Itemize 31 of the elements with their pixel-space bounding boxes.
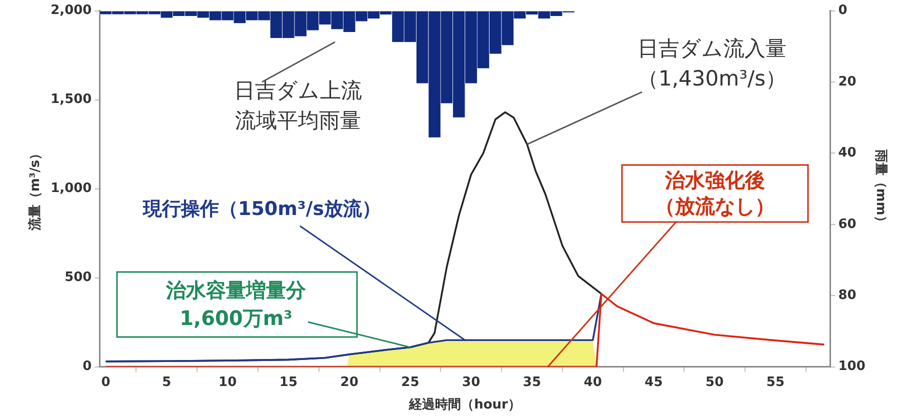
annotation: 日吉ダム流入量（1,430m³/s）: [637, 36, 787, 90]
x-tick-label: 5: [162, 374, 172, 390]
x-tick-label: 20: [340, 374, 358, 390]
annotation: 日吉ダム上流流域平均雨量: [234, 78, 362, 132]
x-tick-label: 15: [279, 374, 298, 390]
x-tick-label: 45: [644, 374, 663, 390]
x-tick-label: 50: [706, 374, 724, 390]
x-tick-label: 0: [101, 374, 110, 390]
y-tick-label: 0: [82, 359, 92, 374]
x-axis-title: 経過時間（hour）: [408, 398, 521, 413]
y-axis-title: 流量（m³/s）: [27, 146, 44, 232]
y2-tick-label: 80: [838, 288, 856, 303]
annotation: 治水容量増量分1,600万m³: [165, 278, 307, 330]
x-tick-label: 25: [401, 374, 420, 390]
x-tick-label: 40: [584, 374, 602, 390]
annotation: 現行操作（150m³/s放流）: [142, 198, 382, 220]
y-tick-label: 500: [64, 270, 92, 286]
x-tick-label: 55: [766, 374, 785, 390]
y2-tick-label: 0: [838, 3, 848, 18]
x-tick-label: 30: [462, 374, 480, 390]
y2-tick-label: 60: [838, 216, 856, 232]
annotation: 治水強化後（放流なし）: [655, 168, 775, 218]
y2-tick-label: 100: [838, 359, 866, 374]
y-tick-label: 2,000: [50, 3, 92, 18]
y2-tick-label: 40: [838, 146, 856, 161]
x-tick-label: 35: [522, 374, 542, 390]
y2-axis-title: 雨量（mm）: [872, 148, 888, 228]
y-tick-label: 1,500: [50, 92, 92, 108]
y-tick-label: 1,000: [50, 181, 92, 196]
x-tick-label: 10: [218, 374, 237, 390]
y2-tick-label: 20: [838, 74, 856, 90]
